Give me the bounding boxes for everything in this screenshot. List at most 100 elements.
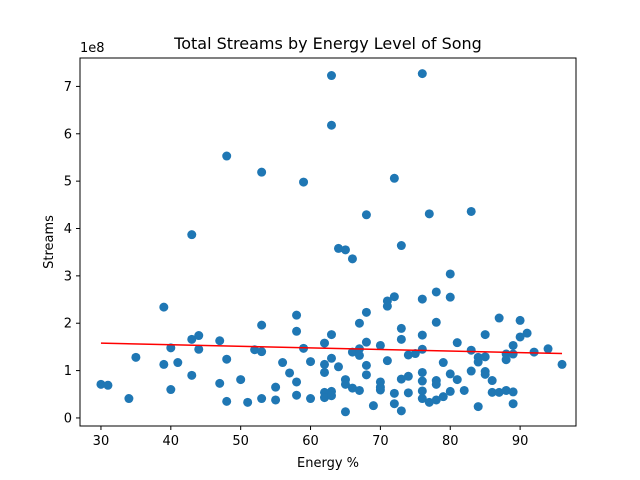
data-point: [320, 338, 330, 348]
data-point: [410, 349, 420, 359]
plot-area: [96, 69, 567, 417]
data-point: [257, 320, 267, 330]
data-point: [166, 343, 176, 353]
data-point: [515, 332, 525, 342]
x-tick-label: 50: [232, 434, 249, 449]
data-point: [194, 344, 204, 354]
data-point: [306, 357, 316, 367]
data-point: [557, 359, 567, 369]
data-point: [340, 407, 350, 417]
data-point: [424, 209, 434, 219]
data-point: [417, 344, 427, 354]
data-point: [494, 313, 504, 323]
data-point: [222, 354, 232, 364]
data-point: [299, 177, 309, 187]
data-point: [131, 352, 141, 362]
data-point: [508, 387, 518, 397]
data-point: [292, 326, 302, 336]
x-tick-label: 60: [302, 434, 319, 449]
data-point: [292, 390, 302, 400]
data-point: [292, 310, 302, 320]
data-point: [501, 385, 511, 395]
data-point: [159, 359, 169, 369]
data-point: [389, 173, 399, 183]
data-point: [389, 399, 399, 409]
x-tick-label: 70: [372, 434, 389, 449]
data-point: [459, 385, 469, 395]
data-point: [396, 323, 406, 333]
x-tick-label: 30: [93, 434, 110, 449]
data-point: [445, 369, 455, 379]
y-axis-title: Streams: [42, 215, 57, 269]
data-point: [257, 394, 267, 404]
data-point: [306, 394, 316, 404]
data-point: [389, 292, 399, 302]
data-point: [466, 206, 476, 216]
data-point: [187, 334, 197, 344]
data-point: [361, 337, 371, 347]
data-point: [417, 386, 427, 396]
data-point: [222, 396, 232, 406]
x-axis-title: Energy %: [297, 456, 359, 471]
data-point: [417, 367, 427, 377]
data-point: [236, 375, 246, 385]
data-point: [96, 379, 106, 389]
data-point: [508, 399, 518, 409]
data-point: [396, 374, 406, 384]
data-point: [354, 318, 364, 328]
data-point: [403, 350, 413, 360]
data-point: [347, 254, 357, 264]
data-point: [354, 385, 364, 395]
data-point: [340, 245, 350, 255]
data-point: [417, 294, 427, 304]
x-tick-label: 90: [512, 434, 529, 449]
data-point: [382, 301, 392, 311]
data-point: [466, 345, 476, 355]
data-point: [403, 388, 413, 398]
data-point: [501, 355, 511, 365]
y-axis-offset-label: 1e8: [80, 41, 105, 56]
data-point: [278, 358, 288, 368]
data-point: [431, 379, 441, 389]
data-point: [431, 317, 441, 327]
data-point: [403, 371, 413, 381]
x-tick-label: 40: [163, 434, 180, 449]
data-point: [257, 167, 267, 177]
data-point: [124, 394, 134, 404]
data-point: [103, 380, 113, 390]
data-point: [543, 344, 553, 354]
data-point: [215, 336, 225, 346]
data-point: [487, 376, 497, 386]
axes-frame: [79, 57, 577, 427]
data-point: [508, 340, 518, 350]
data-point: [340, 379, 350, 389]
data-point: [361, 360, 371, 370]
data-point: [333, 362, 343, 372]
data-point: [347, 347, 357, 357]
data-point: [431, 395, 441, 405]
data-point: [215, 378, 225, 388]
data-point: [243, 397, 253, 407]
y-tick-label: 1: [64, 364, 72, 379]
data-point: [382, 356, 392, 366]
data-point: [466, 366, 476, 376]
data-point: [431, 287, 441, 297]
y-tick-label: 4: [64, 222, 72, 237]
y-tick-label: 7: [64, 80, 72, 95]
data-point: [333, 243, 343, 253]
data-point: [473, 402, 483, 412]
data-point: [292, 377, 302, 387]
data-point: [347, 383, 357, 393]
x-axis: 30 40 50 60 70 80 90: [93, 426, 529, 449]
data-point: [452, 375, 462, 385]
data-point: [529, 347, 539, 357]
data-point: [326, 391, 336, 401]
data-point: [271, 382, 281, 392]
data-point: [187, 370, 197, 380]
data-point: [487, 387, 497, 397]
data-point: [508, 349, 518, 359]
data-point: [445, 269, 455, 279]
data-point: [494, 387, 504, 397]
